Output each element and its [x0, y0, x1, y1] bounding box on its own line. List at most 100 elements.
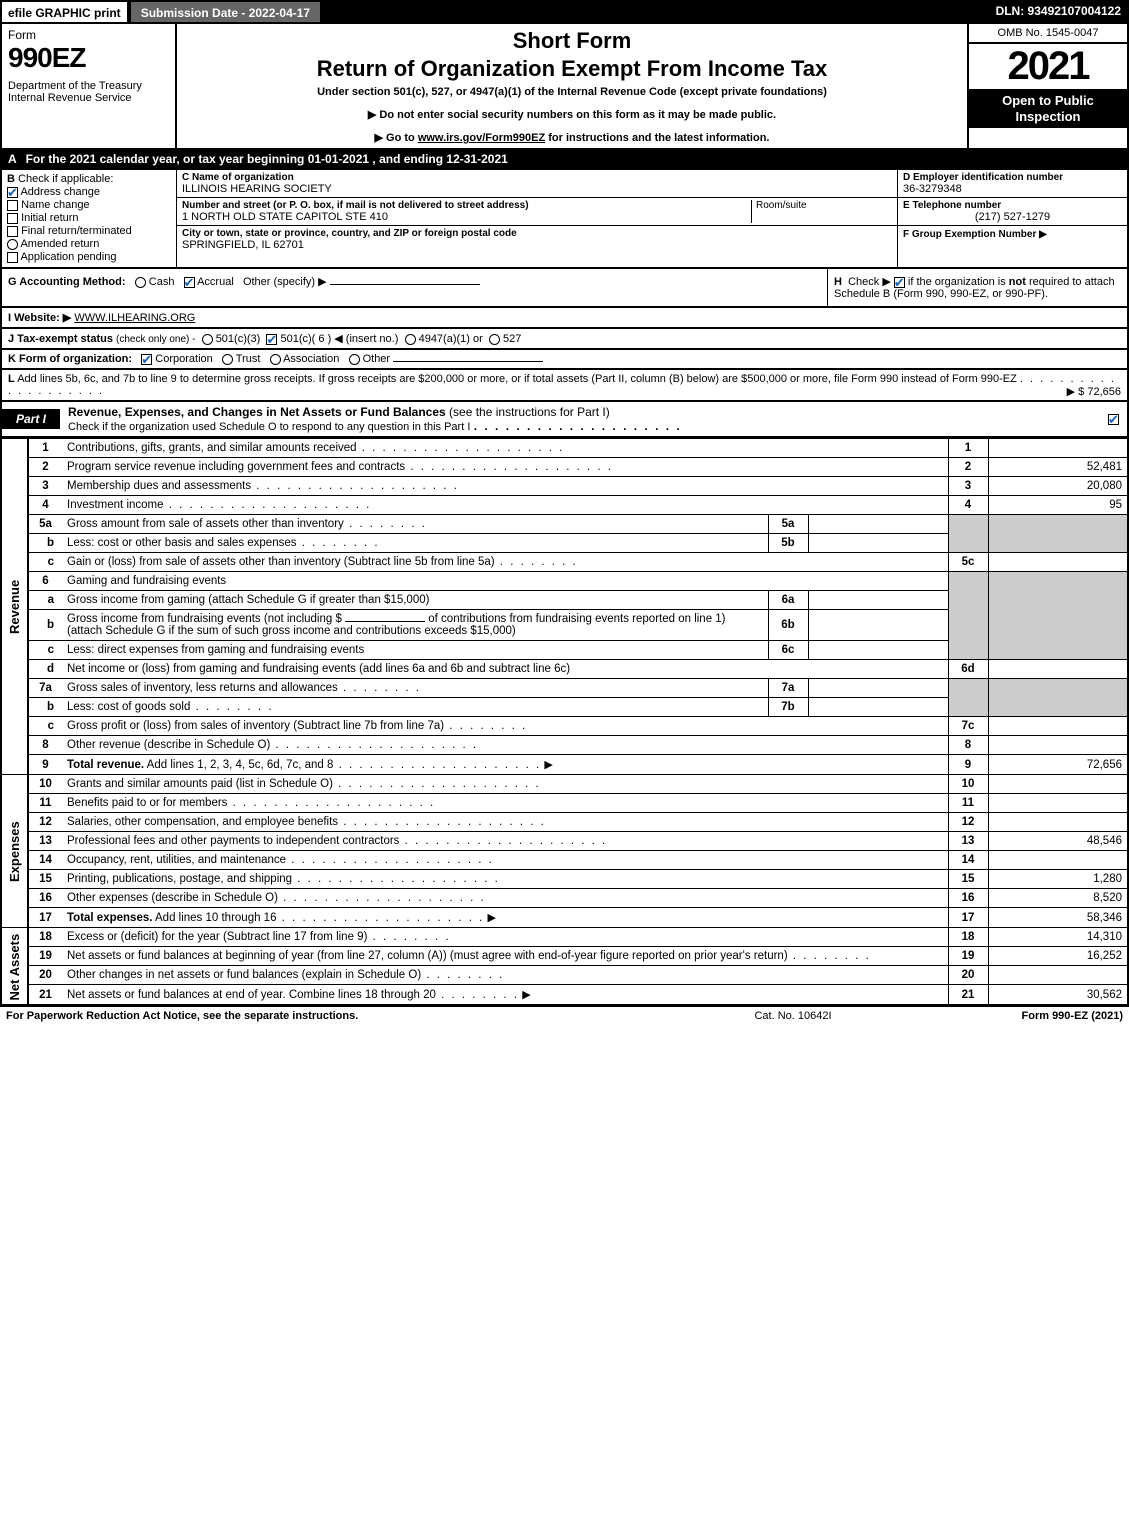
line-11: 11 Benefits paid to or for members 11: [1, 794, 1128, 813]
line-num: 17: [28, 908, 62, 928]
line-num: 13: [28, 832, 62, 851]
inner-ref: 6c: [768, 641, 808, 660]
desc-text: Program service revenue including govern…: [67, 461, 405, 473]
line-num: 15: [28, 870, 62, 889]
col-b-checkboxes: B Check if applicable: Address change Na…: [2, 170, 177, 267]
line-num: c: [28, 641, 62, 660]
radio-icon[interactable]: [135, 277, 146, 288]
line-num: 7a: [28, 679, 62, 698]
address-value: 1 NORTH OLD STATE CAPITOL STE 410: [182, 211, 747, 223]
k-trust: Trust: [236, 353, 261, 365]
cb-application-pending[interactable]: Application pending: [7, 251, 171, 263]
cb-address-change[interactable]: Address change: [7, 186, 171, 198]
line-ref: 20: [948, 966, 988, 985]
line-desc: Printing, publications, postage, and shi…: [62, 870, 948, 889]
line-21: 21 Net assets or fund balances at end of…: [1, 985, 1128, 1006]
form-ref-post: (2021): [1088, 1010, 1123, 1022]
line-ref: 5c: [948, 553, 988, 572]
k-other-input[interactable]: [393, 361, 543, 362]
line-ref: 11: [948, 794, 988, 813]
dots: [251, 480, 459, 492]
dots: [276, 912, 484, 924]
line-desc: Other changes in net assets or fund bala…: [62, 966, 948, 985]
side-netassets: Net Assets: [1, 928, 28, 1006]
desc-text: Net assets or fund balances at end of ye…: [67, 989, 436, 1001]
line-desc: Benefits paid to or for members: [62, 794, 948, 813]
efile-print-label[interactable]: efile GRAPHIC print: [0, 0, 129, 24]
dots: [788, 950, 871, 962]
j-501c3: 501(c)(3): [216, 333, 261, 345]
cb-label: Final return/terminated: [21, 225, 132, 237]
inner-ref: 6b: [768, 610, 808, 641]
grey-cell: [948, 572, 988, 660]
checkbox-icon[interactable]: [894, 277, 905, 288]
submission-date: Submission Date - 2022-04-17: [129, 0, 322, 24]
inner-amount: [808, 515, 948, 534]
part-1-checkbox[interactable]: [1100, 409, 1127, 429]
h-not: not: [1009, 276, 1026, 288]
header-right: OMB No. 1545-0047 2021 Open to Public In…: [967, 24, 1127, 148]
radio-icon[interactable]: [405, 334, 416, 345]
line-desc: Net assets or fund balances at end of ye…: [62, 985, 948, 1006]
org-name-row: C Name of organization ILLINOIS HEARING …: [177, 170, 897, 198]
row-j-tax-exempt: J Tax-exempt status (check only one) - 5…: [0, 329, 1129, 350]
radio-icon[interactable]: [349, 354, 360, 365]
j-label: J Tax-exempt status: [8, 333, 113, 345]
dots: [357, 442, 565, 454]
desc-text: Membership dues and assessments: [67, 480, 251, 492]
radio-icon[interactable]: [222, 354, 233, 365]
l-label: L: [8, 373, 15, 385]
line-16: 16 Other expenses (describe in Schedule …: [1, 889, 1128, 908]
website-value[interactable]: WWW.ILHEARING.ORG: [74, 312, 195, 324]
checkbox-icon[interactable]: [266, 334, 277, 345]
inner-amount: [808, 698, 948, 717]
open-to-public: Open to Public Inspection: [969, 89, 1127, 128]
checkbox-icon: [7, 252, 18, 263]
radio-icon[interactable]: [270, 354, 281, 365]
desc-bold: Total revenue.: [67, 759, 144, 771]
line-num: a: [28, 591, 62, 610]
line-amount: 72,656: [988, 755, 1128, 775]
cb-final-return[interactable]: Final return/terminated: [7, 225, 171, 237]
cb-label: Name change: [21, 199, 90, 211]
line-desc: Less: direct expenses from gaming and fu…: [62, 641, 768, 660]
desc-text: Excess or (deficit) for the year (Subtra…: [67, 931, 367, 943]
footer: For Paperwork Reduction Act Notice, see …: [0, 1006, 1129, 1025]
checkbox-icon[interactable]: [141, 354, 152, 365]
inner-amount: [808, 679, 948, 698]
inner-amount: [808, 641, 948, 660]
side-expenses: Expenses: [1, 775, 28, 928]
radio-icon[interactable]: [489, 334, 500, 345]
top-bar: efile GRAPHIC print Submission Date - 20…: [0, 0, 1129, 24]
desc-text: Less: direct expenses from gaming and fu…: [67, 644, 364, 656]
irs-link[interactable]: www.irs.gov/Form990EZ: [418, 132, 545, 144]
group-exemption-row: F Group Exemption Number ▶: [898, 226, 1127, 242]
line-6: 6 Gaming and fundraising events: [1, 572, 1128, 591]
accounting-method: G Accounting Method: Cash Accrual Other …: [2, 269, 827, 306]
checkbox-icon[interactable]: [184, 277, 195, 288]
j-4947: 4947(a)(1) or: [419, 333, 483, 345]
line-14: 14 Occupancy, rent, utilities, and maint…: [1, 851, 1128, 870]
inner-ref: 7a: [768, 679, 808, 698]
dots: [367, 931, 450, 943]
line-4: 4 Investment income 4 95: [1, 496, 1128, 515]
radio-icon[interactable]: [202, 334, 213, 345]
line-ref: 2: [948, 458, 988, 477]
line-desc: Excess or (deficit) for the year (Subtra…: [62, 928, 948, 947]
row-i-website: I Website: ▶ WWW.ILHEARING.ORG: [0, 308, 1129, 329]
line-desc: Gross amount from sale of assets other t…: [62, 515, 768, 534]
cb-name-change[interactable]: Name change: [7, 199, 171, 211]
desc-text: Add lines 10 through 16: [152, 912, 276, 924]
dots: [270, 739, 478, 751]
dots: [495, 556, 578, 568]
line-amount: 14,310: [988, 928, 1128, 947]
line-amount: 30,562: [988, 985, 1128, 1006]
cb-amended-return[interactable]: Amended return: [7, 238, 171, 250]
line-num: 5a: [28, 515, 62, 534]
contrib-input[interactable]: [345, 621, 425, 622]
other-specify-input[interactable]: [330, 284, 480, 285]
line-desc: Gross profit or (loss) from sales of inv…: [62, 717, 948, 736]
line-desc: Gross sales of inventory, less returns a…: [62, 679, 768, 698]
line-num: 19: [28, 947, 62, 966]
cb-initial-return[interactable]: Initial return: [7, 212, 171, 224]
